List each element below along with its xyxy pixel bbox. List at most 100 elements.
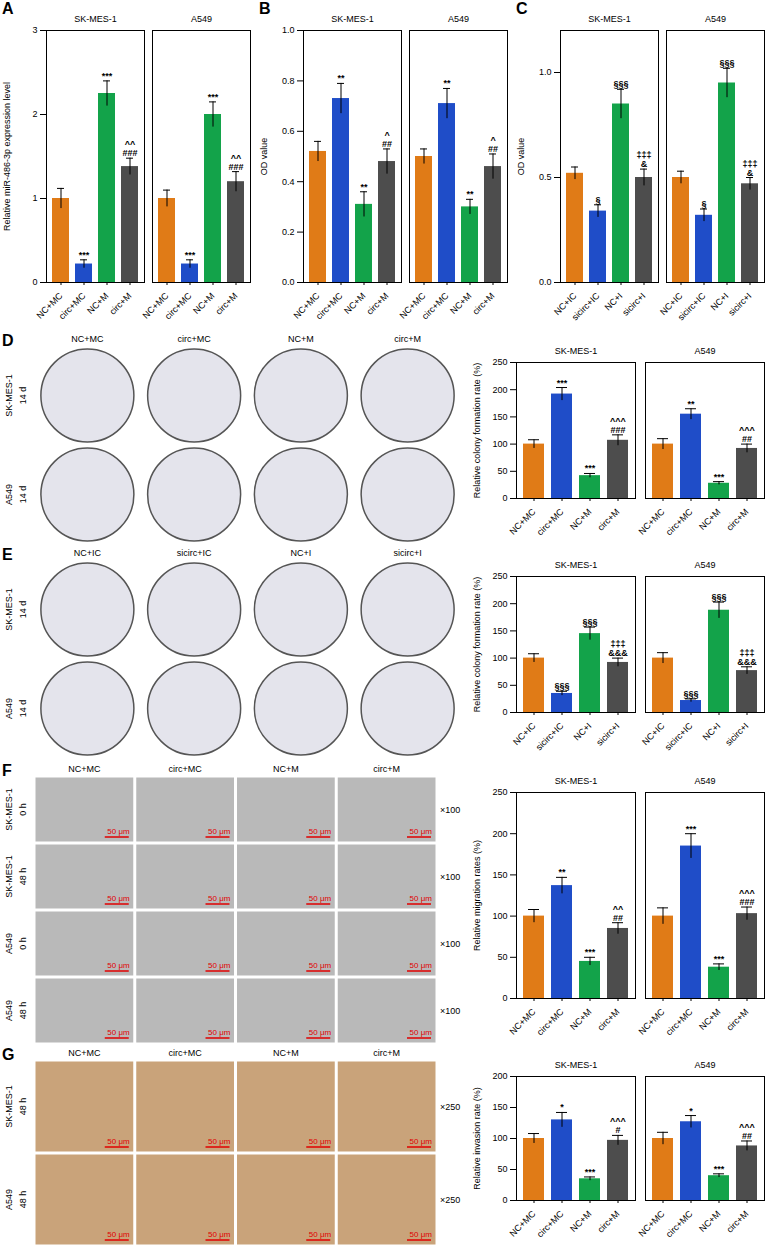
svg-text:A549: A549 — [4, 484, 14, 505]
svg-text:circ+M: circ+M — [595, 1209, 621, 1235]
svg-text:50 μm: 50 μm — [107, 827, 130, 836]
svg-text:OD value: OD value — [516, 138, 526, 176]
svg-text:§§§: §§§ — [613, 79, 628, 89]
svg-text:SK-MES-1: SK-MES-1 — [4, 788, 14, 831]
svg-text:A549: A549 — [191, 14, 212, 24]
svg-text:SK-MES-1: SK-MES-1 — [4, 374, 14, 417]
svg-text:SK-MES-1: SK-MES-1 — [555, 1060, 598, 1070]
svg-text:§§§: §§§ — [719, 58, 734, 68]
svg-text:50 μm: 50 μm — [107, 961, 130, 970]
svg-text:Relative colony formation rate: Relative colony formation rate (%) — [472, 363, 482, 499]
svg-text:circ+M: circ+M — [724, 507, 750, 533]
svg-text:NC+M: NC+M — [697, 1209, 722, 1234]
svg-text:***: *** — [208, 92, 219, 102]
svg-text:^^##: ^^## — [613, 904, 624, 923]
svg-text:NC+MC: NC+MC — [637, 1006, 667, 1036]
svg-text:14 d: 14 d — [18, 387, 28, 405]
svg-text:***: *** — [585, 947, 596, 957]
svg-text:150: 150 — [492, 626, 507, 636]
svg-text:NC+M: NC+M — [568, 507, 593, 532]
svg-text:***: *** — [185, 250, 196, 260]
svg-text:NC+I: NC+I — [701, 721, 723, 743]
svg-text:14 d: 14 d — [18, 486, 28, 504]
svg-text:circ+MC: circ+MC — [535, 1006, 566, 1037]
svg-text:§§§: §§§ — [711, 592, 726, 602]
svg-text:×100: ×100 — [440, 939, 460, 949]
svg-text:48 h: 48 h — [18, 868, 28, 886]
svg-text:A549: A549 — [694, 1060, 715, 1070]
svg-text:^^^#: ^^^# — [610, 1116, 627, 1135]
svg-text:0.0: 0.0 — [539, 277, 552, 287]
svg-text:circ+MC: circ+MC — [178, 334, 212, 344]
svg-text:NC+MC: NC+MC — [68, 764, 101, 774]
svg-text:^^^###: ^^^### — [739, 888, 756, 907]
svg-text:**: ** — [558, 867, 566, 877]
svg-text:50 μm: 50 μm — [107, 894, 130, 903]
svg-text:circ+MC: circ+MC — [169, 764, 203, 774]
svg-text:SK-MES-1: SK-MES-1 — [555, 560, 598, 570]
svg-text:^##: ^## — [488, 135, 498, 154]
svg-text:0.6: 0.6 — [282, 126, 295, 136]
svg-text:circ+MC: circ+MC — [163, 290, 194, 321]
svg-text:14 d: 14 d — [18, 601, 28, 619]
svg-text:0: 0 — [502, 493, 507, 503]
svg-text:50 μm: 50 μm — [410, 1230, 433, 1239]
svg-text:50 μm: 50 μm — [208, 827, 231, 836]
svg-text:SK-MES-1: SK-MES-1 — [555, 776, 598, 786]
svg-text:sicirc+IC: sicirc+IC — [177, 548, 212, 558]
svg-text:50: 50 — [497, 466, 507, 476]
svg-text:NC+M: NC+M — [191, 291, 216, 316]
svg-text:***: *** — [686, 824, 697, 834]
svg-text:150: 150 — [492, 870, 507, 880]
svg-text:sicirc+I: sicirc+I — [393, 548, 421, 558]
svg-text:circ+M: circ+M — [595, 1007, 621, 1033]
svg-text:50 μm: 50 μm — [309, 827, 332, 836]
svg-text:NC+M: NC+M — [85, 291, 110, 316]
svg-text:sicirc+I: sicirc+I — [620, 291, 647, 318]
svg-text:NC+M: NC+M — [697, 507, 722, 532]
svg-text:14 d: 14 d — [18, 700, 28, 718]
svg-text:SK-MES-1: SK-MES-1 — [331, 14, 374, 24]
svg-text:circ+M: circ+M — [373, 764, 400, 774]
svg-text:200: 200 — [492, 599, 507, 609]
svg-text:50: 50 — [497, 1164, 507, 1174]
svg-text:NC+M: NC+M — [273, 764, 299, 774]
svg-text:circ+MC: circ+MC — [535, 1208, 566, 1239]
svg-text:sicirc+IC: sicirc+IC — [676, 290, 708, 322]
svg-text:NC+MC: NC+MC — [71, 334, 104, 344]
svg-text:NC+MC: NC+MC — [68, 1048, 101, 1058]
svg-text:***: *** — [102, 71, 113, 81]
svg-text:A549: A549 — [694, 560, 715, 570]
svg-text:150: 150 — [492, 1102, 507, 1112]
svg-text:NC+M: NC+M — [448, 291, 473, 316]
svg-text:circ+MC: circ+MC — [664, 1006, 695, 1037]
svg-text:50 μm: 50 μm — [208, 1230, 231, 1239]
svg-text:circ+M: circ+M — [595, 507, 621, 533]
svg-text:circ+M: circ+M — [213, 291, 239, 317]
svg-text:50 μm: 50 μm — [309, 961, 332, 970]
svg-text:NC+IC: NC+IC — [640, 720, 667, 747]
svg-text:SK-MES-1: SK-MES-1 — [4, 1085, 14, 1128]
svg-text:circ+MC: circ+MC — [535, 506, 566, 537]
svg-text:***: *** — [79, 250, 90, 260]
svg-text:100: 100 — [492, 911, 507, 921]
svg-text:NC+MC: NC+MC — [508, 1208, 538, 1238]
svg-text:3: 3 — [32, 25, 37, 35]
svg-text:50 μm: 50 μm — [309, 1230, 332, 1239]
svg-text:200: 200 — [492, 1071, 507, 1081]
svg-text:**: ** — [443, 78, 451, 88]
svg-text:§: § — [701, 199, 706, 209]
svg-text:**: ** — [360, 182, 368, 192]
svg-text:0.0: 0.0 — [282, 277, 295, 287]
svg-text:250: 250 — [492, 571, 507, 581]
svg-text:sicirc+IC: sicirc+IC — [570, 290, 602, 322]
svg-text:***: *** — [714, 954, 725, 964]
svg-text:50 μm: 50 μm — [208, 961, 231, 970]
svg-text:***: *** — [557, 378, 568, 388]
svg-text:^^^###: ^^^### — [610, 416, 627, 435]
svg-text:***: *** — [714, 1164, 725, 1174]
svg-text:0: 0 — [502, 993, 507, 1003]
svg-text:50 μm: 50 μm — [410, 961, 433, 970]
svg-text:50 μm: 50 μm — [208, 1137, 231, 1146]
svg-text:200: 200 — [492, 829, 507, 839]
